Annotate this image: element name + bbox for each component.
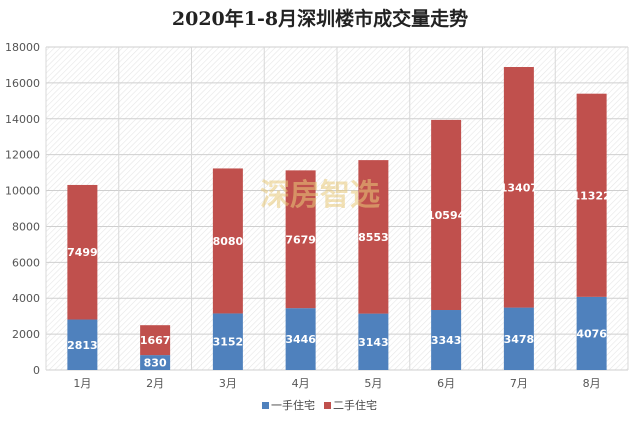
x-tick-label: 1月: [73, 377, 91, 390]
legend-swatch: [262, 402, 269, 409]
y-tick-label: 14000: [5, 113, 40, 126]
x-tick-label: 3月: [219, 377, 237, 390]
bar-segment: [140, 355, 171, 370]
data-label: 3152: [213, 336, 244, 349]
bar-segment: [431, 310, 462, 370]
y-tick-label: 6000: [12, 256, 40, 269]
data-label: 3478: [504, 333, 535, 346]
data-labels: 2813 7499 830 1667 3152 8080 3446 7679 3143 8553 3…: [67, 181, 611, 369]
x-tick-label: 6月: [437, 377, 455, 390]
bar-segment: [140, 325, 171, 356]
bar-segment: [358, 313, 389, 370]
bar-segment: [358, 160, 389, 314]
data-label: 1667: [140, 334, 171, 347]
watermark: 深房智选: [260, 178, 380, 213]
y-tick-label: 18000: [5, 41, 40, 54]
bar-segment: [67, 184, 98, 320]
y-tick-label: 2000: [12, 328, 40, 341]
x-tick-label: 8月: [583, 377, 601, 390]
y-tick-label: 10000: [5, 185, 40, 198]
y-tick-label: 8000: [12, 220, 40, 233]
data-label: 3143: [358, 336, 389, 349]
legend-swatch: [324, 402, 331, 409]
axis-ticks: 0 2000 4000 6000 8000 10000 12000 14000 16000 180…: [5, 41, 601, 390]
legend-label: 一手住宅: [271, 398, 315, 412]
bar-segment: [576, 296, 607, 370]
data-label: 3446: [285, 333, 316, 346]
bar-segment: [285, 170, 316, 309]
bar-segment: [431, 119, 462, 311]
data-label: 7499: [67, 246, 98, 259]
x-tick-label: 7月: [510, 377, 528, 390]
bar-segment: [212, 313, 243, 370]
data-label: 8553: [358, 231, 389, 244]
legend-label: 二手住宅: [333, 398, 377, 412]
data-label: 4076: [576, 327, 607, 340]
data-label: 8080: [213, 235, 244, 248]
data-label: 11322: [572, 189, 610, 202]
chart-title: 2020年1-8月深圳楼市成交量走势: [171, 8, 469, 30]
x-tick-label: 5月: [364, 377, 382, 390]
bars: [67, 67, 607, 370]
bar-segment: [576, 93, 607, 297]
data-label: 830: [144, 357, 167, 370]
data-label: 13407: [500, 181, 538, 194]
x-tick-label: 4月: [292, 377, 310, 390]
data-label: 10594: [427, 209, 466, 222]
y-tick-label: 0: [33, 364, 40, 377]
x-tick-label: 2月: [146, 377, 164, 390]
data-label: 7679: [285, 233, 316, 246]
legend: 一手住宅 二手住宅: [262, 398, 377, 412]
y-tick-label: 16000: [5, 77, 40, 90]
data-label: 3343: [431, 334, 462, 347]
bar-segment: [285, 308, 316, 370]
bar-segment: [503, 307, 534, 370]
bar-segment: [503, 67, 534, 308]
bar-segment: [212, 168, 243, 314]
y-tick-label: 12000: [5, 149, 40, 162]
bar-segment: [67, 319, 98, 370]
y-tick-label: 4000: [12, 292, 40, 305]
data-label: 2813: [67, 339, 98, 352]
